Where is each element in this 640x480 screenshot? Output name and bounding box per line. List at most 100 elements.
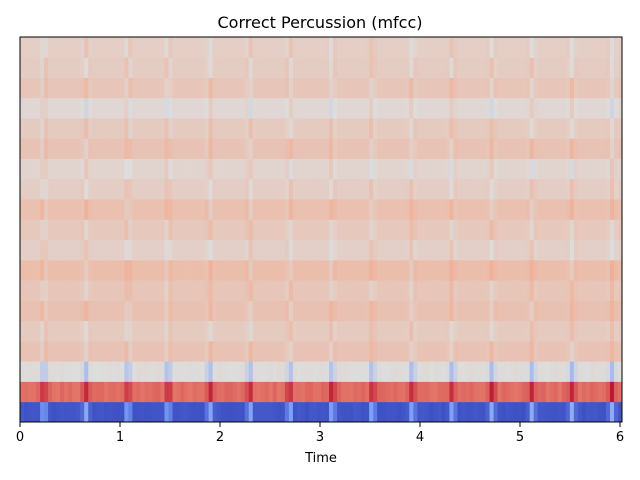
heatmap-cell <box>240 280 246 301</box>
heatmap-cell <box>96 259 101 281</box>
heatmap-cell <box>72 361 77 382</box>
heatmap-cell <box>100 199 105 220</box>
heatmap-cell <box>24 178 29 200</box>
heatmap-cell <box>557 259 563 281</box>
heatmap-cell <box>136 97 141 119</box>
heatmap-cell <box>461 361 466 382</box>
heatmap-cell <box>136 300 141 322</box>
heatmap-cell <box>349 97 354 119</box>
heatmap-cell <box>48 320 53 342</box>
heatmap-cell <box>272 97 278 119</box>
heatmap-cell <box>188 401 193 423</box>
heatmap-cell <box>84 381 89 403</box>
heatmap-cell <box>493 239 498 261</box>
heatmap-cell <box>469 118 474 139</box>
heatmap-cell <box>168 300 173 322</box>
heatmap-cell <box>24 199 29 220</box>
heatmap-cell <box>357 77 362 99</box>
heatmap-cell <box>304 401 310 423</box>
heatmap-cell <box>493 158 498 180</box>
heatmap-cell <box>132 138 137 159</box>
heatmap-cell <box>437 158 442 180</box>
heatmap-cell <box>220 37 226 58</box>
heatmap-cell <box>473 37 478 58</box>
heatmap-cell <box>517 280 523 301</box>
heatmap-cell <box>264 219 270 241</box>
heatmap-cell <box>308 138 314 159</box>
heatmap-cell <box>176 280 181 301</box>
heatmap-cell <box>473 118 478 139</box>
heatmap-cell <box>497 320 502 342</box>
heatmap-cell <box>337 320 342 342</box>
heatmap-cell <box>84 178 89 200</box>
heatmap-cell <box>212 138 218 159</box>
heatmap-cell <box>513 219 519 241</box>
heatmap-cell <box>341 259 346 281</box>
heatmap-cell <box>441 259 446 281</box>
heatmap-cell <box>20 77 25 99</box>
heatmap-cell <box>457 300 462 322</box>
heatmap-cell <box>276 77 282 99</box>
heatmap-cell <box>421 219 426 241</box>
heatmap-cell <box>525 199 531 220</box>
heatmap-cell <box>457 219 462 241</box>
heatmap-cell <box>541 239 547 261</box>
heatmap-cell <box>597 280 603 301</box>
heatmap-cell <box>593 381 599 403</box>
heatmap-cell <box>60 97 65 119</box>
heatmap-cell <box>525 300 531 322</box>
heatmap-cell <box>308 401 314 423</box>
heatmap-cell <box>405 97 410 119</box>
heatmap-cell <box>409 57 414 78</box>
heatmap-cell <box>288 37 294 58</box>
heatmap-cell <box>501 320 507 342</box>
heatmap-cell <box>264 361 270 382</box>
heatmap-cell <box>521 57 527 78</box>
heatmap-cell <box>52 158 57 180</box>
heatmap-cell <box>260 138 266 159</box>
heatmap-cell <box>609 138 615 159</box>
heatmap-cell <box>252 381 258 403</box>
heatmap-cell <box>457 361 462 382</box>
heatmap-cell <box>461 158 466 180</box>
heatmap-cell <box>429 300 434 322</box>
heatmap-cell <box>88 239 93 261</box>
heatmap-cell <box>445 158 450 180</box>
heatmap-cell <box>337 381 342 403</box>
heatmap-cell <box>224 361 230 382</box>
heatmap-cell <box>461 280 466 301</box>
heatmap-cell <box>208 401 214 423</box>
heatmap-cell <box>248 178 254 200</box>
heatmap-cell <box>160 280 165 301</box>
heatmap-cell <box>565 178 571 200</box>
heatmap-cell <box>509 158 515 180</box>
heatmap-cell <box>613 77 619 99</box>
heatmap-cell <box>68 77 73 99</box>
heatmap-cell <box>453 361 458 382</box>
heatmap-cell <box>337 199 342 220</box>
heatmap-cell <box>312 118 318 139</box>
heatmap-cell <box>180 320 185 342</box>
heatmap-cell <box>417 320 422 342</box>
heatmap-cell <box>36 178 41 200</box>
heatmap-cell <box>373 340 378 362</box>
heatmap-cell <box>381 77 386 99</box>
heatmap-cell <box>260 219 266 241</box>
heatmap-cell <box>349 158 354 180</box>
heatmap-cell <box>168 97 173 119</box>
heatmap-cell <box>48 300 53 322</box>
heatmap-cell <box>176 259 181 281</box>
heatmap-cell <box>296 320 302 342</box>
heatmap-cell <box>485 381 490 403</box>
heatmap-cell <box>300 138 306 159</box>
heatmap-cell <box>232 178 238 200</box>
heatmap-cell <box>377 259 382 281</box>
heatmap-cell <box>361 138 366 159</box>
heatmap-cell <box>160 37 165 58</box>
heatmap-cell <box>393 300 398 322</box>
heatmap-cell <box>497 361 502 382</box>
heatmap-cell <box>184 178 189 200</box>
heatmap-cell <box>369 219 374 241</box>
heatmap-cell <box>325 138 330 159</box>
heatmap-cell <box>445 340 450 362</box>
